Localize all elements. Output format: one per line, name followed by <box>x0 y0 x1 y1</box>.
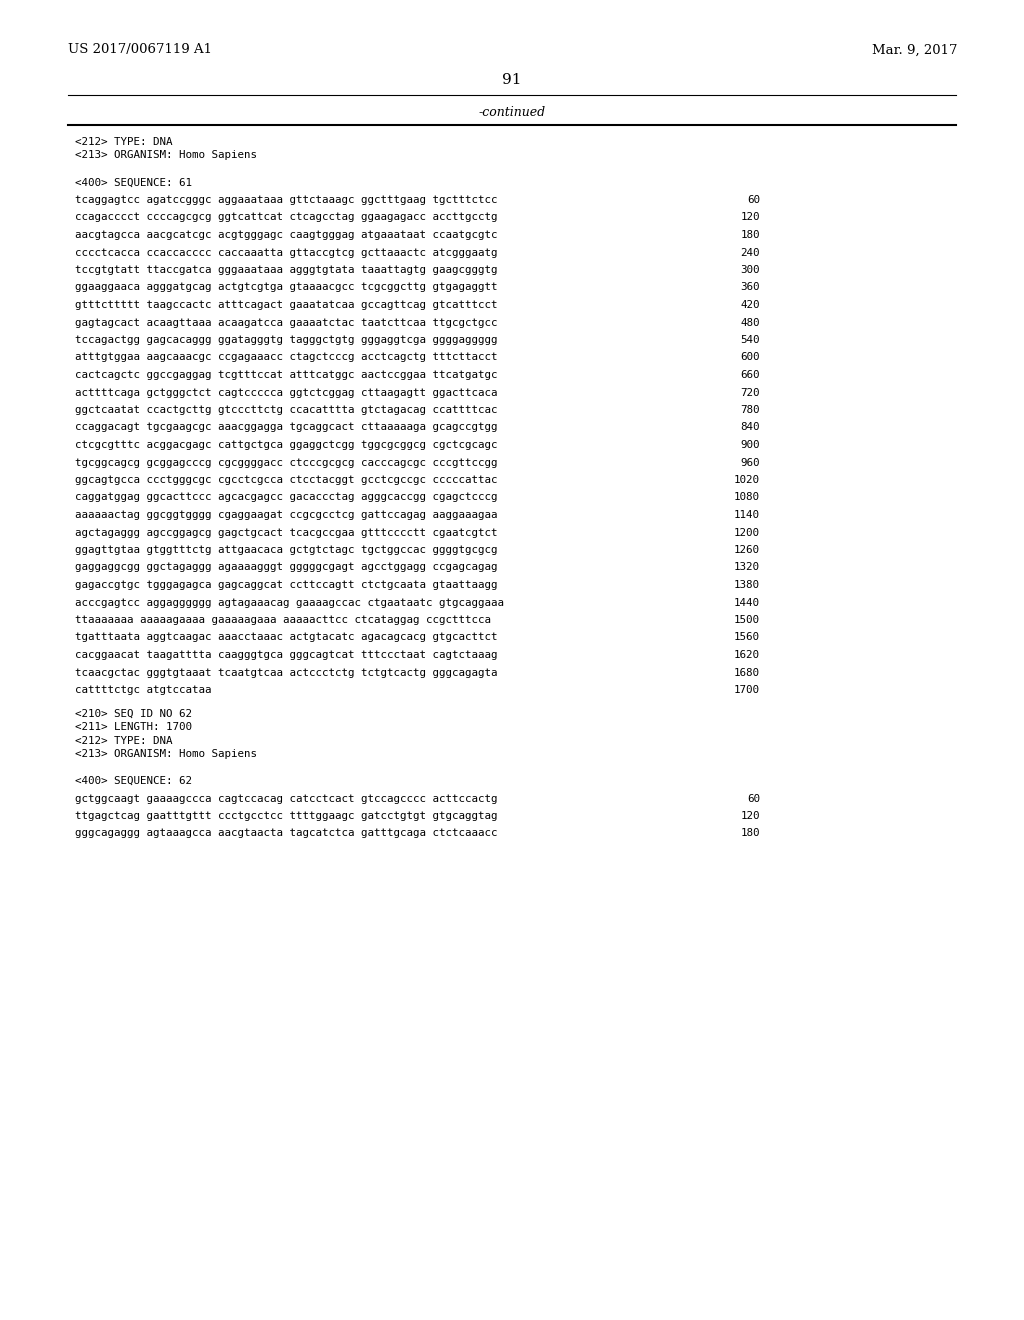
Text: acttttcaga gctgggctct cagtccccca ggtctcggag cttaagagtt ggacttcaca: acttttcaga gctgggctct cagtccccca ggtctcg… <box>75 388 498 397</box>
Text: ttaaaaaaa aaaaagaaaa gaaaaagaaa aaaaacttcc ctcataggag ccgctttcca: ttaaaaaaa aaaaagaaaa gaaaaagaaa aaaaactt… <box>75 615 490 624</box>
Text: <400> SEQUENCE: 61: <400> SEQUENCE: 61 <box>75 177 193 187</box>
Text: tcaacgctac gggtgtaaat tcaatgtcaa actccctctg tctgtcactg gggcagagta: tcaacgctac gggtgtaaat tcaatgtcaa actccct… <box>75 668 498 677</box>
Text: gggcagaggg agtaaagcca aacgtaacta tagcatctca gatttgcaga ctctcaaacc: gggcagaggg agtaaagcca aacgtaacta tagcatc… <box>75 829 498 838</box>
Text: <213> ORGANISM: Homo Sapiens: <213> ORGANISM: Homo Sapiens <box>75 748 257 759</box>
Text: <400> SEQUENCE: 62: <400> SEQUENCE: 62 <box>75 776 193 785</box>
Text: ggctcaatat ccactgcttg gtcccttctg ccacatttta gtctagacag ccattttcac: ggctcaatat ccactgcttg gtcccttctg ccacatt… <box>75 405 498 414</box>
Text: cacggaacat taagatttta caagggtgca gggcagtcat tttccctaat cagtctaaag: cacggaacat taagatttta caagggtgca gggcagt… <box>75 649 498 660</box>
Text: 1380: 1380 <box>734 579 760 590</box>
Text: 60: 60 <box>746 195 760 205</box>
Text: atttgtggaa aagcaaacgc ccgagaaacc ctagctcccg acctcagctg tttcttacct: atttgtggaa aagcaaacgc ccgagaaacc ctagctc… <box>75 352 498 363</box>
Text: 900: 900 <box>740 440 760 450</box>
Text: ggaaggaaca agggatgcag actgtcgtga gtaaaacgcc tcgcggcttg gtgagaggtt: ggaaggaaca agggatgcag actgtcgtga gtaaaac… <box>75 282 498 293</box>
Text: 660: 660 <box>740 370 760 380</box>
Text: 1440: 1440 <box>734 598 760 607</box>
Text: 120: 120 <box>740 810 760 821</box>
Text: 180: 180 <box>740 230 760 240</box>
Text: 720: 720 <box>740 388 760 397</box>
Text: cattttctgc atgtccataa: cattttctgc atgtccataa <box>75 685 212 696</box>
Text: cccctcacca ccaccacccc caccaaatta gttaccgtcg gcttaaactc atcgggaatg: cccctcacca ccaccacccc caccaaatta gttaccg… <box>75 248 498 257</box>
Text: ccagacccct ccccagcgcg ggtcattcat ctcagcctag ggaagagacc accttgcctg: ccagacccct ccccagcgcg ggtcattcat ctcagcc… <box>75 213 498 223</box>
Text: 540: 540 <box>740 335 760 345</box>
Text: 60: 60 <box>746 793 760 804</box>
Text: 120: 120 <box>740 213 760 223</box>
Text: gctggcaagt gaaaagccca cagtccacag catcctcact gtccagcccc acttccactg: gctggcaagt gaaaagccca cagtccacag catcctc… <box>75 793 498 804</box>
Text: acccgagtcc aggagggggg agtagaaacag gaaaagccac ctgaataatc gtgcaggaaa: acccgagtcc aggagggggg agtagaaacag gaaaag… <box>75 598 504 607</box>
Text: 960: 960 <box>740 458 760 467</box>
Text: gagtagcact acaagttaaa acaagatcca gaaaatctac taatcttcaa ttgcgctgcc: gagtagcact acaagttaaa acaagatcca gaaaatc… <box>75 318 498 327</box>
Text: tccagactgg gagcacaggg ggatagggtg tagggctgtg gggaggtcga ggggaggggg: tccagactgg gagcacaggg ggatagggtg tagggct… <box>75 335 498 345</box>
Text: 300: 300 <box>740 265 760 275</box>
Text: tcaggagtcc agatccgggc aggaaataaa gttctaaagc ggctttgaag tgctttctcc: tcaggagtcc agatccgggc aggaaataaa gttctaa… <box>75 195 498 205</box>
Text: 420: 420 <box>740 300 760 310</box>
Text: 1700: 1700 <box>734 685 760 696</box>
Text: 840: 840 <box>740 422 760 433</box>
Text: 1680: 1680 <box>734 668 760 677</box>
Text: 91: 91 <box>502 73 522 87</box>
Text: 480: 480 <box>740 318 760 327</box>
Text: <210> SEQ ID NO 62: <210> SEQ ID NO 62 <box>75 709 193 718</box>
Text: gtttcttttt taagccactc atttcagact gaaatatcaa gccagttcag gtcatttcct: gtttcttttt taagccactc atttcagact gaaatat… <box>75 300 498 310</box>
Text: 1200: 1200 <box>734 528 760 537</box>
Text: 780: 780 <box>740 405 760 414</box>
Text: 1020: 1020 <box>734 475 760 484</box>
Text: agctagaggg agccggagcg gagctgcact tcacgccgaa gtttcccctt cgaatcgtct: agctagaggg agccggagcg gagctgcact tcacgcc… <box>75 528 498 537</box>
Text: aacgtagcca aacgcatcgc acgtgggagc caagtgggag atgaaataat ccaatgcgtc: aacgtagcca aacgcatcgc acgtgggagc caagtgg… <box>75 230 498 240</box>
Text: -continued: -continued <box>478 106 546 119</box>
Text: 1140: 1140 <box>734 510 760 520</box>
Text: tgatttaata aggtcaagac aaacctaaac actgtacatc agacagcacg gtgcacttct: tgatttaata aggtcaagac aaacctaaac actgtac… <box>75 632 498 643</box>
Text: 1080: 1080 <box>734 492 760 503</box>
Text: ttgagctcag gaatttgttt ccctgcctcc ttttggaagc gatcctgtgt gtgcaggtag: ttgagctcag gaatttgttt ccctgcctcc ttttgga… <box>75 810 498 821</box>
Text: aaaaaactag ggcggtgggg cgaggaagat ccgcgcctcg gattccagag aaggaaagaa: aaaaaactag ggcggtgggg cgaggaagat ccgcgcc… <box>75 510 498 520</box>
Text: caggatggag ggcacttccc agcacgagcc gacaccctag agggcaccgg cgagctcccg: caggatggag ggcacttccc agcacgagcc gacaccc… <box>75 492 498 503</box>
Text: <212> TYPE: DNA: <212> TYPE: DNA <box>75 137 172 147</box>
Text: 1260: 1260 <box>734 545 760 554</box>
Text: ggcagtgcca ccctgggcgc cgcctcgcca ctcctacggt gcctcgccgc cccccattac: ggcagtgcca ccctgggcgc cgcctcgcca ctcctac… <box>75 475 498 484</box>
Text: <211> LENGTH: 1700: <211> LENGTH: 1700 <box>75 722 193 733</box>
Text: 360: 360 <box>740 282 760 293</box>
Text: tccgtgtatt ttaccgatca gggaaataaa agggtgtata taaattagtg gaagcgggtg: tccgtgtatt ttaccgatca gggaaataaa agggtgt… <box>75 265 498 275</box>
Text: <212> TYPE: DNA: <212> TYPE: DNA <box>75 735 172 746</box>
Text: Mar. 9, 2017: Mar. 9, 2017 <box>872 44 958 57</box>
Text: 180: 180 <box>740 829 760 838</box>
Text: ggagttgtaa gtggtttctg attgaacaca gctgtctagc tgctggccac ggggtgcgcg: ggagttgtaa gtggtttctg attgaacaca gctgtct… <box>75 545 498 554</box>
Text: tgcggcagcg gcggagcccg cgcggggacc ctcccgcgcg cacccagcgc cccgttccgg: tgcggcagcg gcggagcccg cgcggggacc ctcccgc… <box>75 458 498 467</box>
Text: US 2017/0067119 A1: US 2017/0067119 A1 <box>68 44 212 57</box>
Text: ccaggacagt tgcgaagcgc aaacggagga tgcaggcact cttaaaaaga gcagccgtgg: ccaggacagt tgcgaagcgc aaacggagga tgcaggc… <box>75 422 498 433</box>
Text: 240: 240 <box>740 248 760 257</box>
Text: 1320: 1320 <box>734 562 760 573</box>
Text: 600: 600 <box>740 352 760 363</box>
Text: gagaccgtgc tgggagagca gagcaggcat ccttccagtt ctctgcaata gtaattaagg: gagaccgtgc tgggagagca gagcaggcat ccttcca… <box>75 579 498 590</box>
Text: gaggaggcgg ggctagaggg agaaaagggt gggggcgagt agcctggagg ccgagcagag: gaggaggcgg ggctagaggg agaaaagggt gggggcg… <box>75 562 498 573</box>
Text: 1620: 1620 <box>734 649 760 660</box>
Text: cactcagctc ggccgaggag tcgtttccat atttcatggc aactccggaa ttcatgatgc: cactcagctc ggccgaggag tcgtttccat atttcat… <box>75 370 498 380</box>
Text: 1500: 1500 <box>734 615 760 624</box>
Text: <213> ORGANISM: Homo Sapiens: <213> ORGANISM: Homo Sapiens <box>75 150 257 161</box>
Text: ctcgcgtttc acggacgagc cattgctgca ggaggctcgg tggcgcggcg cgctcgcagc: ctcgcgtttc acggacgagc cattgctgca ggaggct… <box>75 440 498 450</box>
Text: 1560: 1560 <box>734 632 760 643</box>
